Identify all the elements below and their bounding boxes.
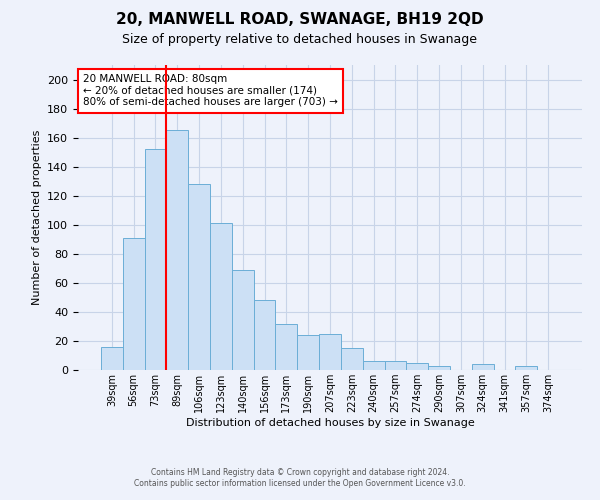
Bar (166, 130, 188, 370)
Bar (210, 224, 232, 370)
Text: 20 MANWELL ROAD: 80sqm
← 20% of detached houses are smaller (174)
80% of semi-de: 20 MANWELL ROAD: 80sqm ← 20% of detached… (83, 74, 338, 108)
Bar (472, 364, 494, 370)
Bar (406, 362, 428, 370)
Text: Size of property relative to detached houses in Swanage: Size of property relative to detached ho… (122, 32, 478, 46)
Bar (363, 362, 385, 370)
Bar (275, 324, 297, 370)
Bar (341, 348, 363, 370)
Bar (123, 238, 145, 370)
Text: Contains HM Land Registry data © Crown copyright and database right 2024.
Contai: Contains HM Land Registry data © Crown c… (134, 468, 466, 487)
Bar (515, 366, 537, 370)
Bar (254, 300, 275, 370)
Bar (145, 149, 166, 370)
X-axis label: Distribution of detached houses by size in Swanage: Distribution of detached houses by size … (185, 418, 475, 428)
Bar (188, 184, 210, 370)
Bar (428, 366, 450, 370)
Bar (385, 362, 406, 370)
Bar (101, 347, 123, 370)
Bar (297, 335, 319, 370)
Bar (232, 270, 254, 370)
Bar (319, 334, 341, 370)
Text: 20, MANWELL ROAD, SWANAGE, BH19 2QD: 20, MANWELL ROAD, SWANAGE, BH19 2QD (116, 12, 484, 28)
Y-axis label: Number of detached properties: Number of detached properties (32, 130, 41, 305)
